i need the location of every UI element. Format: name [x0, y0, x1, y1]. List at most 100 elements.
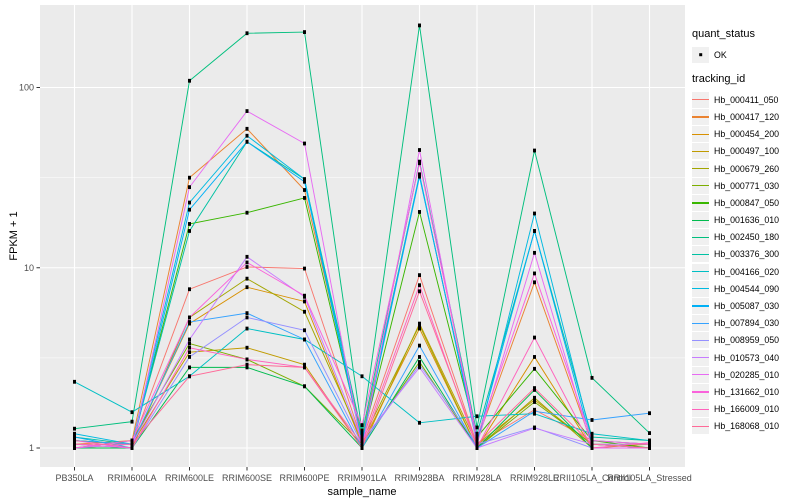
data-point: [188, 222, 191, 226]
data-point: [648, 446, 651, 450]
data-point: [188, 207, 191, 212]
data-point: [418, 273, 421, 278]
data-point: [418, 326, 421, 331]
data-point: [360, 423, 364, 427]
data-point: [245, 315, 249, 320]
data-point: [360, 442, 364, 447]
legend-key-swatch: [692, 246, 709, 263]
legend-key-line-icon: [692, 167, 709, 170]
data-point: [188, 200, 191, 205]
legend-item-Hb_000454_200: Hb_000454_200: [692, 126, 798, 143]
legend: quant_status OK tracking_id Hb_000411_05…: [692, 28, 798, 435]
x-tick-label: RRIM928LA: [452, 473, 501, 483]
data-point: [475, 446, 479, 450]
data-point: [303, 384, 306, 389]
y-tick-label: 100: [19, 83, 34, 93]
legend-item-label: Hb_004544_090: [714, 283, 780, 294]
data-point: [418, 283, 421, 288]
data-point: [245, 365, 249, 370]
data-point: [418, 323, 421, 328]
data-point: [303, 362, 306, 367]
legend-key-line-icon: [692, 99, 709, 101]
data-point: [73, 435, 76, 439]
data-point: [475, 442, 479, 447]
legend-key-line-icon: [692, 133, 709, 135]
legend-item-label: Hb_020285_010: [714, 369, 780, 380]
data-point: [245, 139, 249, 144]
legend-key-line-icon: [692, 408, 709, 410]
x-tick-label: RRIM600LE: [165, 473, 214, 483]
legend-title-tracking-id: tracking_id: [692, 73, 746, 86]
data-point: [533, 250, 536, 255]
data-point: [533, 409, 536, 414]
data-point: [245, 285, 249, 290]
data-point: [188, 229, 191, 233]
legend-item-label: Hb_007894_030: [714, 318, 780, 329]
x-tick-label: RRII105LA_Control: [553, 473, 631, 483]
legend-key-swatch: [692, 126, 709, 143]
data-point: [418, 420, 421, 425]
legend-key-line-icon: [692, 374, 709, 376]
legend-key-swatch: [692, 177, 709, 194]
data-point: [188, 287, 191, 292]
data-point: [303, 179, 306, 184]
legend-item-Hb_008959_050: Hb_008959_050: [692, 332, 798, 349]
data-point: [245, 254, 249, 259]
data-point: [303, 141, 306, 146]
data-point: [418, 362, 421, 367]
x-tick-label: RRIM600PE: [279, 473, 329, 483]
data-point: [360, 446, 364, 450]
data-point: [303, 309, 306, 314]
data-point: [533, 229, 536, 233]
black-point-icon: [698, 52, 703, 57]
data-point: [245, 109, 249, 113]
data-point: [303, 299, 306, 304]
data-point: [188, 185, 191, 190]
legend-item-Hb_166009_010: Hb_166009_010: [692, 401, 798, 418]
data-point: [73, 431, 76, 436]
data-point: [648, 411, 651, 416]
data-point: [188, 374, 191, 379]
data-point: [360, 431, 364, 436]
data-point: [533, 366, 536, 371]
legend-item-label: Hb_000771_030: [714, 180, 780, 191]
data-point: [303, 188, 306, 192]
y-tick-label: 1: [29, 443, 34, 453]
legend-item-label: Hb_002450_180: [714, 232, 780, 243]
data-point: [245, 362, 249, 367]
data-point: [418, 148, 421, 152]
data-point: [245, 345, 249, 350]
legend-item-Hb_000679_260: Hb_000679_260: [692, 160, 798, 177]
legend-item-Hb_020285_010: Hb_020285_010: [692, 366, 798, 383]
legend-item-Hb_000417_120: Hb_000417_120: [692, 108, 798, 125]
data-point: [303, 196, 306, 200]
x-tick-label: RRIM928LE: [510, 473, 559, 483]
legend-key-line-icon: [692, 305, 709, 307]
legend-key-swatch: [692, 315, 709, 332]
data-point: [188, 315, 191, 320]
data-point: [73, 426, 76, 431]
data-point: [245, 357, 249, 362]
data-point: [533, 411, 536, 416]
legend-item-Hb_002450_180: Hb_002450_180: [692, 229, 798, 246]
legend-group-tracking-id: Hb_000411_050 Hb_000417_120 Hb_000454_200 H…: [692, 91, 798, 435]
data-point: [130, 419, 134, 424]
data-point: [245, 326, 249, 331]
x-tick-label: RRIM901LA: [337, 473, 386, 483]
data-point: [533, 211, 536, 216]
legend-key-swatch: [692, 108, 709, 125]
legend-key-swatch: [692, 160, 709, 177]
legend-key-line-icon: [692, 391, 709, 393]
data-point: [360, 374, 364, 379]
data-point: [130, 438, 134, 443]
data-point: [303, 337, 306, 342]
data-point: [475, 431, 479, 436]
data-point: [188, 350, 191, 355]
data-point: [590, 431, 594, 436]
data-point: [188, 365, 191, 370]
legend-key-swatch: [692, 349, 709, 366]
data-point: [73, 379, 76, 384]
legend-item-label: OK: [714, 49, 727, 60]
legend-item-label: Hb_005087_030: [714, 301, 780, 312]
legend-item-Hb_168068_010: Hb_168068_010: [692, 418, 798, 435]
